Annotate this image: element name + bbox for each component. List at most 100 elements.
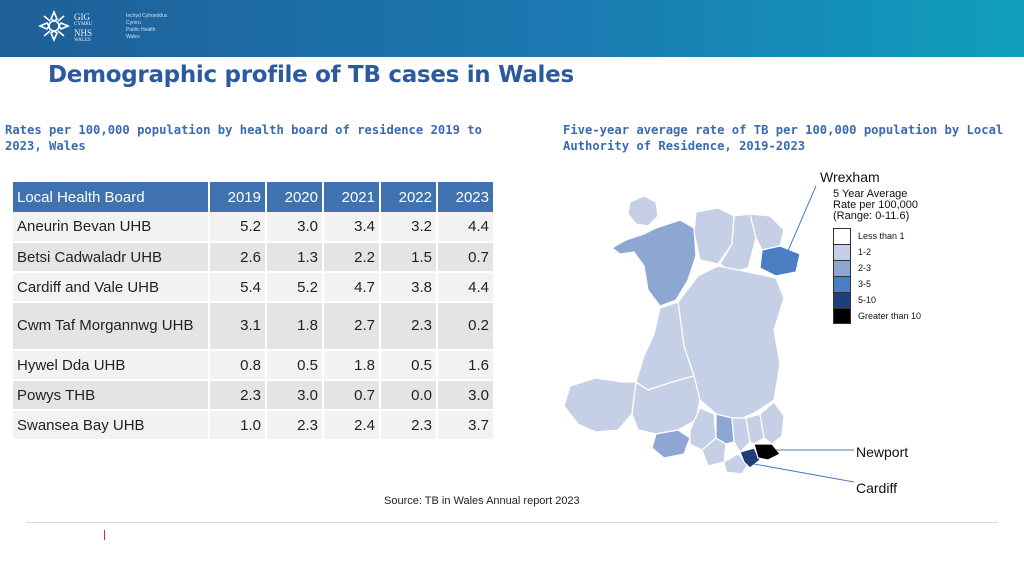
table-cell: 2.3 (209, 380, 267, 411)
table-cell: 4.7 (323, 272, 381, 303)
map-legend: 5 Year Average Rate per 100,000 (Range: … (833, 189, 943, 324)
legend-item: 1-2 (833, 244, 943, 260)
source-note: Source: TB in Wales Annual report 2023 (384, 495, 580, 507)
cardiff-pointer (753, 463, 855, 483)
column-header: 2022 (380, 182, 438, 212)
region-caerphilly (731, 417, 751, 453)
table-cell: 0.5 (266, 350, 324, 381)
table-cell: 1.0 (209, 410, 267, 441)
table-row: Betsi Cadwaladr UHB 2.6 1.3 2.2 1.5 0.7 (13, 242, 495, 273)
table-cell: Cwm Taf Morgannwg UHB (13, 302, 210, 351)
table-cell: 3.4 (323, 212, 381, 243)
legend-item: Less than 1 (833, 228, 943, 244)
map-subtitle: Five-year average rate of TB per 100,000… (563, 123, 1004, 153)
dragon-emblem-icon (37, 9, 71, 43)
logo-subtext: Iechyd Cyhoeddus Cymru Public Health Wal… (126, 13, 168, 40)
table-cell: 0.0 (380, 380, 438, 411)
region-monmouthshire (759, 401, 785, 445)
newport-label: Newport (856, 444, 909, 460)
column-header: 2019 (209, 182, 267, 212)
table-cell: 2.3 (380, 302, 438, 351)
legend-swatch (833, 276, 851, 292)
table-row: Powys THB 2.3 3.0 0.7 0.0 3.0 (13, 380, 495, 411)
table-cell: 3.1 (209, 302, 267, 351)
region-flintshire (749, 213, 785, 251)
legend-swatch (833, 292, 851, 308)
table-cell: 0.8 (209, 350, 267, 381)
footer-accent-mark (104, 530, 105, 540)
table-row: Swansea Bay UHB 1.0 2.3 2.4 2.3 3.7 (13, 410, 495, 441)
table-cell: 1.3 (266, 242, 324, 273)
table-cell: Aneurin Bevan UHB (13, 212, 210, 243)
legend-swatch (833, 244, 851, 260)
table-cell: 2.2 (323, 242, 381, 273)
table-cell: Swansea Bay UHB (13, 410, 210, 441)
region-torfaen (745, 413, 765, 445)
column-header: 2021 (323, 182, 381, 212)
table-cell: Hywel Dda UHB (13, 350, 210, 381)
region-pembrokeshire (563, 377, 637, 433)
legend-title: 5 Year Average Rate per 100,000 (Range: … (833, 188, 919, 222)
table-cell: 2.6 (209, 242, 267, 273)
table-cell: 1.8 (323, 350, 381, 381)
table-row: Aneurin Bevan UHB 5.2 3.0 3.4 3.2 4.4 (13, 212, 495, 243)
column-header: 2023 (437, 182, 495, 212)
table-cell: 3.0 (266, 380, 324, 411)
table-cell: 1.6 (437, 350, 495, 381)
table-cell: 2.4 (323, 410, 381, 441)
region-newport (753, 443, 781, 461)
table-cell: 0.5 (380, 350, 438, 381)
table-row: Hywel Dda UHB 0.8 0.5 1.8 0.5 1.6 (13, 350, 495, 381)
legend-swatch (833, 228, 851, 244)
legend-item: Greater than 10 (833, 308, 943, 324)
table-cell: 2.3 (266, 410, 324, 441)
page-title: Demographic profile of TB cases in Wales (48, 62, 574, 88)
table-cell: 0.7 (437, 242, 495, 273)
cardiff-label: Cardiff (856, 480, 897, 496)
region-gwynedd (611, 219, 697, 307)
legend-swatch (833, 308, 851, 324)
table-row: Cwm Taf Morgannwg UHB 3.1 1.8 2.7 2.3 0.… (13, 302, 495, 351)
logo-text: GIG CYMRU NHS WALES (74, 12, 93, 43)
table-cell: 3.8 (380, 272, 438, 303)
region-bridgend (701, 437, 727, 467)
table-cell: Cardiff and Vale UHB (13, 272, 210, 303)
table-cell: Powys THB (13, 380, 210, 411)
legend-items: Less than 1 1-2 2-3 3-5 5-10 Greater tha… (833, 228, 943, 324)
table-cell: 3.2 (380, 212, 438, 243)
legend-item: 3-5 (833, 276, 943, 292)
table-cell: 0.2 (437, 302, 495, 351)
table-cell: 5.2 (209, 212, 267, 243)
health-board-rates-table: Local Health Board 2019 2020 2021 2022 2… (13, 182, 495, 441)
table-cell: 5.4 (209, 272, 267, 303)
table-subtitle: Rates per 100,000 population by health b… (5, 123, 482, 153)
table-cell: 1.5 (380, 242, 438, 273)
wrexham-pointer (783, 185, 817, 261)
nhs-wales-logo: GIG CYMRU NHS WALES Iechyd Cyhoeddus Cym… (37, 9, 178, 49)
table-cell: 0.7 (323, 380, 381, 411)
table-header-row: Local Health Board 2019 2020 2021 2022 2… (13, 182, 495, 212)
table-cell: 1.8 (266, 302, 324, 351)
table-cell: 2.3 (380, 410, 438, 441)
region-rhondda (715, 413, 735, 445)
region-anglesey (627, 195, 659, 227)
table-cell: 4.4 (437, 212, 495, 243)
table-cell: 2.7 (323, 302, 381, 351)
footer-divider (26, 522, 998, 523)
wales-map-svg (563, 185, 855, 483)
legend-swatch (833, 260, 851, 276)
column-header: Local Health Board (13, 182, 210, 212)
table-cell: 5.2 (266, 272, 324, 303)
table-cell: 4.4 (437, 272, 495, 303)
table-row: Cardiff and Vale UHB 5.4 5.2 4.7 3.8 4.4 (13, 272, 495, 303)
table-cell: 3.0 (266, 212, 324, 243)
table-cell: Betsi Cadwaladr UHB (13, 242, 210, 273)
wales-map (548, 168, 1018, 498)
header-band: GIG CYMRU NHS WALES Iechyd Cyhoeddus Cym… (0, 0, 1024, 57)
region-wrexham (759, 245, 801, 277)
region-conwy (693, 207, 735, 265)
legend-item: 5-10 (833, 292, 943, 308)
legend-item: 2-3 (833, 260, 943, 276)
table-cell: 3.7 (437, 410, 495, 441)
wrexham-label: Wrexham (820, 169, 880, 185)
